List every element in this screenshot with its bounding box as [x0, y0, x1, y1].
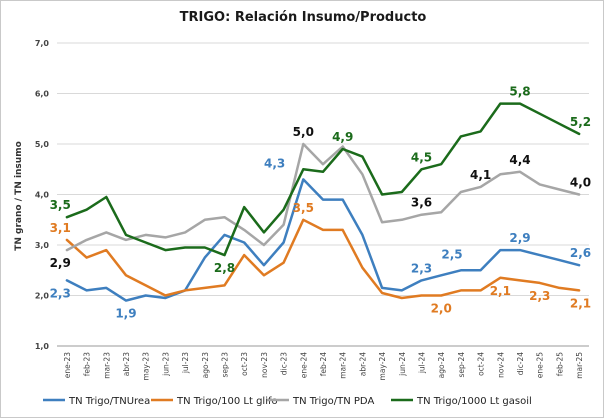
y-axis-ticks: 1,0 2,0 3,0 4,0 5,0 6,0 7,0 — [35, 39, 50, 351]
x-tick-label: jun-23 — [161, 352, 170, 377]
legend-label: TN Trigo/1000 Lt gasoil — [416, 396, 532, 407]
x-tick-label: oct-24 — [477, 352, 486, 376]
x-tick-label: jul-24 — [418, 352, 427, 374]
data-label: 4,3 — [264, 156, 285, 170]
x-tick-label: mar-23 — [102, 352, 111, 379]
data-label: 3,5 — [50, 198, 71, 212]
data-label: 2,3 — [50, 286, 71, 300]
x-tick-label: abr-23 — [122, 352, 131, 376]
x-tick-label: mar-25 — [575, 352, 584, 379]
x-tick-label: ene-23 — [63, 352, 72, 378]
data-label: 2,3 — [529, 289, 550, 303]
y-axis-label: TN grano / TN insumo — [14, 141, 24, 251]
legend-label: TN Trigo/100 Lt glifo — [176, 396, 278, 407]
x-tick-label: jun-24 — [398, 352, 407, 377]
x-tick-label: ago-24 — [437, 352, 446, 379]
legend-label: TN Trigo/TNUrea — [68, 396, 150, 407]
y-tick-label: 5,0 — [35, 140, 50, 149]
data-label: 4,9 — [332, 130, 353, 144]
data-label: 3,6 — [411, 196, 432, 210]
x-tick-label: feb-25 — [555, 352, 564, 376]
data-label: 2,1 — [490, 284, 511, 298]
data-label: 4,4 — [509, 153, 530, 167]
data-label: 3,1 — [50, 221, 71, 235]
x-tick-label: ene-24 — [299, 352, 308, 378]
x-tick-label: jul-23 — [181, 352, 190, 374]
x-tick-label: sep-24 — [457, 352, 466, 378]
x-tick-label: dic-24 — [516, 352, 525, 375]
data-label: 2,9 — [509, 231, 530, 245]
x-tick-label: abr-24 — [358, 352, 367, 376]
data-label: 2,6 — [570, 246, 591, 260]
x-tick-label: nov-23 — [260, 352, 269, 378]
x-tick-label: dic-23 — [280, 352, 289, 375]
x-tick-label: sep-23 — [220, 352, 229, 378]
data-label: 2,0 — [431, 302, 452, 316]
y-tick-label: 1,0 — [35, 342, 50, 351]
data-label: 5,8 — [509, 85, 530, 99]
x-tick-label: feb-23 — [83, 352, 92, 376]
series-line-tn-trigo-1000-lt-gasoil — [65, 102, 581, 257]
y-tick-label: 2,0 — [35, 292, 50, 301]
x-tick-label: may-23 — [142, 352, 151, 381]
data-labels: 2,3 1,9 4,3 2,3 2,5 2,9 2,6 3,1 3,5 2,0 2,1 2,3 2,1 2… — [50, 85, 592, 321]
x-axis-ticks: ene-23 feb-23 mar-23 abr-23 may-23 jun-23 jul-… — [63, 352, 584, 381]
data-label: 5,2 — [570, 115, 591, 129]
y-tick-label: 6,0 — [35, 90, 50, 99]
data-label: 2,1 — [570, 296, 591, 310]
x-tick-label: may-24 — [378, 352, 387, 381]
data-label: 2,5 — [441, 247, 462, 261]
y-tick-label: 4,0 — [35, 191, 50, 200]
gridlines — [57, 42, 589, 347]
x-tick-label: ago-23 — [201, 352, 210, 379]
data-label: 2,8 — [214, 261, 235, 275]
series-lines — [65, 102, 581, 302]
x-tick-label: feb-24 — [319, 352, 328, 376]
data-label: 4,5 — [411, 150, 432, 164]
x-tick-label: ene-25 — [536, 352, 545, 378]
data-label: 3,5 — [293, 201, 314, 215]
data-label: 5,0 — [293, 125, 314, 139]
data-label: 4,0 — [570, 176, 591, 190]
x-tick-label: mar-24 — [339, 352, 348, 379]
legend: TN Trigo/TNUrea TN Trigo/100 Lt glifo TN T… — [43, 396, 532, 407]
series-line-tn-trigo-100-lt-glifo — [65, 218, 581, 300]
data-label: 2,3 — [411, 261, 432, 275]
data-label: 1,9 — [115, 307, 136, 321]
x-tick-label: nov-24 — [496, 352, 505, 378]
legend-label: TN Trigo/TN PDA — [292, 396, 374, 407]
y-tick-label: 7,0 — [35, 39, 50, 48]
data-label: 4,1 — [470, 168, 491, 182]
y-tick-label: 3,0 — [35, 241, 50, 250]
x-tick-label: oct-23 — [240, 352, 249, 376]
series-line-tn-trigo-tnurea — [65, 178, 581, 302]
series-line-tn-trigo-tn-pda — [65, 142, 581, 252]
chart-title: TRIGO: Relación Insumo/Producto — [179, 10, 427, 25]
data-label: 2,9 — [50, 256, 71, 270]
